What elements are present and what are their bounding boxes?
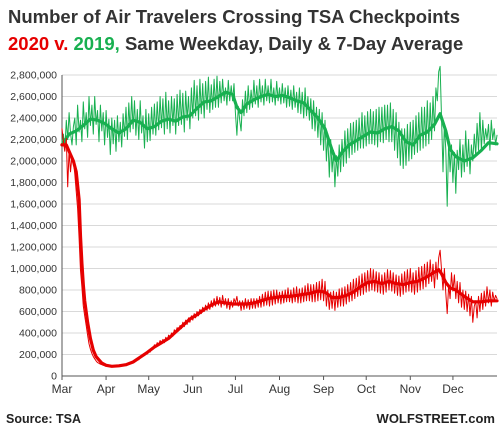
- y-tick-label: 600,000: [19, 306, 57, 318]
- y-tick-label: 1,800,000: [10, 177, 57, 189]
- y-tick-label: 1,400,000: [10, 220, 57, 232]
- y-tick-label: 2,000,000: [10, 156, 57, 168]
- y-tick-label: 2,600,000: [10, 91, 57, 103]
- x-tick-label: Aug: [269, 382, 290, 396]
- series-line-2019-daily: [61, 65, 498, 207]
- y-tick-label: 800,000: [19, 285, 57, 297]
- y-tick-label: 2,800,000: [10, 70, 57, 82]
- subtitle-2019: 2019,: [73, 33, 120, 54]
- x-tick-label: Jul: [228, 382, 243, 396]
- x-tick-label: Mar: [52, 382, 73, 396]
- x-tick-label: Sep: [313, 382, 335, 396]
- series-line-2020-daily: [61, 128, 498, 368]
- series-line-2020-7-day-average: [60, 143, 499, 368]
- y-tick-label: 400,000: [19, 328, 57, 340]
- y-tick-label: 1,600,000: [10, 199, 57, 211]
- y-tick-label: 200,000: [19, 349, 57, 361]
- brand-credit: WOLFSTREET.com: [376, 411, 495, 426]
- x-tick-label: Oct: [357, 382, 376, 396]
- subtitle-rest: Same Weekday, Daily & 7-Day Average: [124, 33, 464, 54]
- y-tick-label: 1,200,000: [10, 242, 57, 254]
- chart-title: Number of Air Travelers Crossing TSA Che…: [8, 6, 460, 27]
- series-layer: [60, 65, 499, 368]
- subtitle-2020: 2020 v.: [8, 33, 69, 54]
- x-tick-label: Jun: [183, 382, 202, 396]
- x-axis: Mar Apr May Jun Jul Aug Sep Oct Nov Dec: [52, 375, 497, 396]
- x-tick-label: May: [137, 382, 160, 396]
- y-tick-label: 2,400,000: [10, 113, 57, 125]
- y-tick-label: 0: [51, 371, 57, 383]
- x-tick-label: Apr: [97, 382, 116, 396]
- y-tick-label: 2,200,000: [10, 134, 57, 146]
- x-tick-label: Nov: [400, 382, 421, 396]
- source-note: Source: TSA: [6, 412, 82, 426]
- x-tick-label: Dec: [442, 382, 463, 396]
- y-axis: 0 200,000 400,000 600,000 800,000 1,000,000 1,…: [10, 70, 63, 383]
- chart-subtitle: 2020 v. 2019, Same Weekday, Daily & 7-Da…: [8, 33, 463, 55]
- y-tick-label: 1,000,000: [10, 263, 57, 275]
